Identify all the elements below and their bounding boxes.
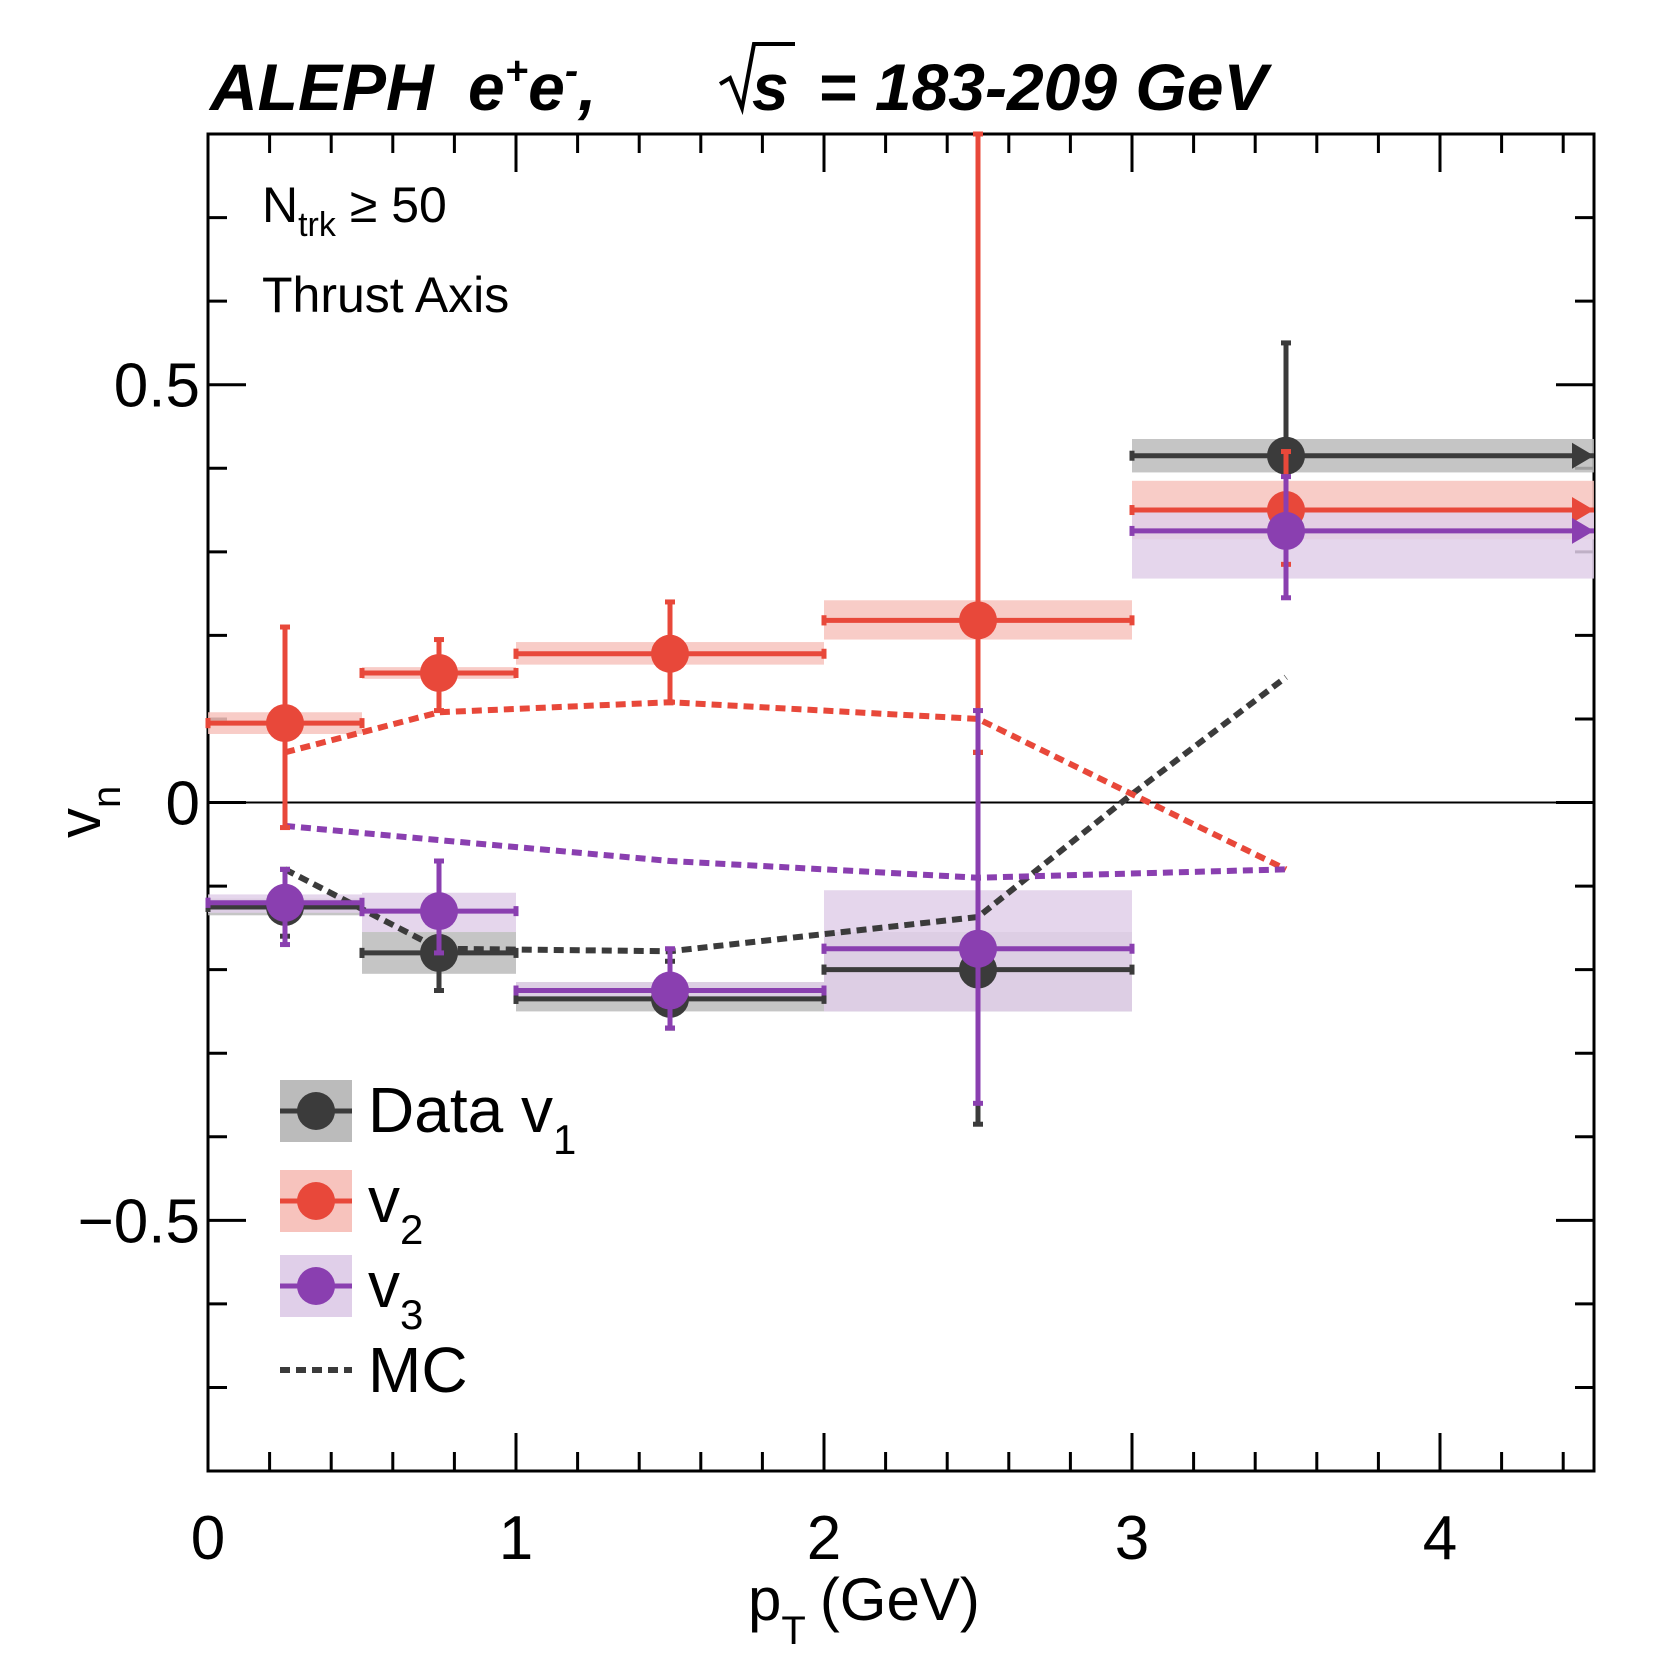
y-axis-title: vn <box>46 786 129 838</box>
overflow-arrow-icon <box>1572 517 1594 544</box>
legend-v3-marker <box>297 1267 335 1305</box>
title-beam2: e <box>528 50 565 124</box>
data-marker <box>266 883 304 922</box>
y-tick-label: 0 <box>166 770 200 839</box>
x-tick-label: 3 <box>1115 1504 1149 1573</box>
legend-v1-label: Data v1 <box>368 1074 576 1163</box>
y-tick-label: −0.5 <box>78 1187 200 1256</box>
data-marker <box>420 892 458 931</box>
systematic-box <box>1132 510 1594 579</box>
legend-item-v2: v2 <box>280 1164 423 1253</box>
data-marker <box>959 601 997 640</box>
y-tick-label: 0.5 <box>114 352 200 421</box>
overflow-arrow-icon <box>1572 497 1594 524</box>
title-sqrt-arg: s <box>752 50 789 124</box>
data-marker <box>1267 511 1305 550</box>
legend-v1-sub: 1 <box>553 1116 576 1163</box>
ntrk-sub: trk <box>298 206 337 244</box>
title-beam-sup1: + <box>505 49 528 93</box>
mc-curve <box>284 822 1287 881</box>
x-tick-label: 1 <box>499 1504 533 1573</box>
title-sqrt-s: s = 183-209 GeV <box>718 42 1272 124</box>
legend-mc-label: MC <box>368 1334 468 1406</box>
title-beam: e <box>468 50 505 124</box>
data-marker <box>420 653 458 692</box>
y-axis-title-main: v <box>46 808 113 838</box>
sqrt-symbol-icon <box>718 42 795 116</box>
data-marker <box>266 704 304 743</box>
overflow-arrow-icon <box>1572 442 1594 469</box>
data-marker <box>959 929 997 968</box>
legend-item-mc: MC <box>280 1334 468 1406</box>
ntrk-annotation: Ntrk ≥ 50 <box>262 177 447 244</box>
x-tick-label: 4 <box>1423 1504 1457 1573</box>
title-energy: = 183-209 GeV <box>818 50 1272 124</box>
legend-v2-marker <box>297 1182 335 1220</box>
mc-curve <box>284 699 1288 873</box>
title-sep: , <box>577 50 596 124</box>
legend-v3-main: v <box>368 1249 400 1321</box>
mc-curve <box>283 674 1288 955</box>
legend-v2-main: v <box>368 1164 400 1236</box>
chart-title: ALEPH e+e-, <box>208 49 597 124</box>
axis-type-annotation: Thrust Axis <box>262 267 509 323</box>
y-axis-title-sub: n <box>85 786 129 808</box>
legend-item-v3: v3 <box>280 1249 423 1338</box>
legend-v2-sub: 2 <box>400 1206 423 1253</box>
data-points <box>205 131 1594 1127</box>
y-tick-labels: 0.5 0 −0.5 <box>78 352 200 1257</box>
systematic-boxes <box>208 439 1594 1012</box>
x-axis-title-unit: (GeV) <box>820 1566 980 1633</box>
legend: Data v1 v2 v3 MC <box>280 1074 576 1406</box>
legend-v1-marker <box>297 1092 335 1130</box>
x-axis-title-main: p <box>748 1566 781 1633</box>
x-axis-title: pT (GeV) <box>748 1566 980 1653</box>
data-marker <box>651 971 689 1010</box>
title-experiment: ALEPH <box>208 50 435 124</box>
legend-v3-sub: 3 <box>400 1291 423 1338</box>
x-tick-labels: 0 1 2 3 4 <box>191 1504 1457 1573</box>
x-tick-label: 0 <box>191 1504 225 1573</box>
x-axis-title-sub: T <box>781 1609 805 1653</box>
data-marker <box>651 634 689 673</box>
legend-v1-main: Data v <box>368 1074 553 1146</box>
x-tick-label: 2 <box>807 1504 841 1573</box>
legend-v3-label: v3 <box>368 1249 423 1338</box>
ntrk-main: N <box>262 177 298 233</box>
title-beam-sup2: - <box>565 49 578 93</box>
legend-v2-label: v2 <box>368 1164 423 1253</box>
legend-item-v1: Data v1 <box>280 1074 576 1163</box>
ntrk-cut: ≥ 50 <box>350 177 447 233</box>
